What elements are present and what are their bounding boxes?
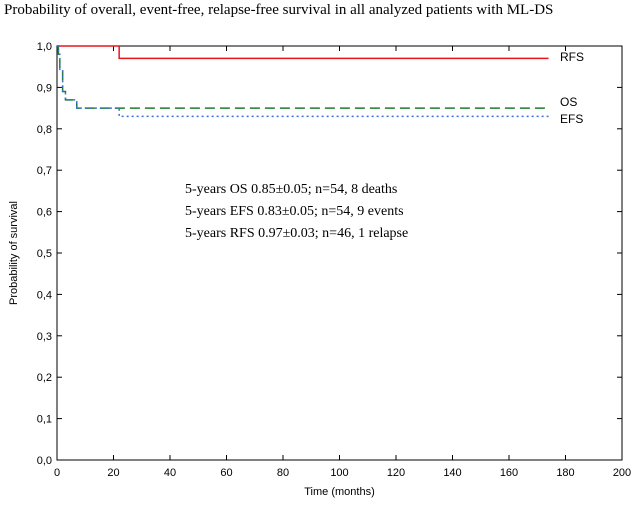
- series-line-rfs: [57, 45, 549, 60]
- x-tick-label: 200: [613, 467, 631, 479]
- annotation-line: 5-years RFS 0.97±0.03; n=46, 1 relapse: [185, 226, 408, 241]
- x-tick-label: 140: [443, 467, 461, 479]
- series-label-os: OS: [560, 95, 577, 109]
- x-tick-label: 0: [54, 467, 60, 479]
- y-tick-label: 1,0: [37, 41, 52, 53]
- y-tick-label: 0,5: [37, 248, 52, 260]
- y-tick-label: 0,1: [37, 414, 52, 426]
- x-axis-label: Time (months): [304, 486, 375, 498]
- x-tick-label: 100: [330, 467, 348, 479]
- annotation-line: 5-years OS 0.85±0.05; n=54, 8 deaths: [185, 182, 397, 197]
- x-tick-label: 160: [500, 467, 518, 479]
- series-line-efs: [57, 45, 549, 118]
- chart-title: Probability of overall, event-free, rela…: [4, 2, 554, 18]
- y-tick-label: 0,8: [37, 124, 52, 136]
- y-tick-label: 0,7: [37, 165, 52, 177]
- x-tick-label: 180: [556, 467, 574, 479]
- x-tick-label: 120: [387, 467, 405, 479]
- y-axis-label: Probability of survival: [8, 201, 20, 305]
- x-tick-label: 20: [107, 467, 119, 479]
- y-tick-label: 0,0: [37, 455, 52, 467]
- x-tick-label: 40: [164, 467, 176, 479]
- y-tick-label: 0,6: [37, 207, 52, 219]
- x-tick-label: 80: [277, 467, 289, 479]
- annotation-line: 5-years EFS 0.83±0.05; n=54, 9 events: [185, 204, 404, 219]
- x-tick-label: 60: [220, 467, 232, 479]
- series-line-os: [57, 45, 549, 109]
- y-tick-label: 0,4: [37, 289, 52, 301]
- y-tick-label: 0,2: [37, 372, 52, 384]
- series-label-efs: EFS: [560, 112, 583, 126]
- y-tick-label: 0,9: [37, 82, 52, 94]
- series-label-rfs: RFS: [560, 50, 584, 64]
- y-tick-label: 0,3: [37, 331, 52, 343]
